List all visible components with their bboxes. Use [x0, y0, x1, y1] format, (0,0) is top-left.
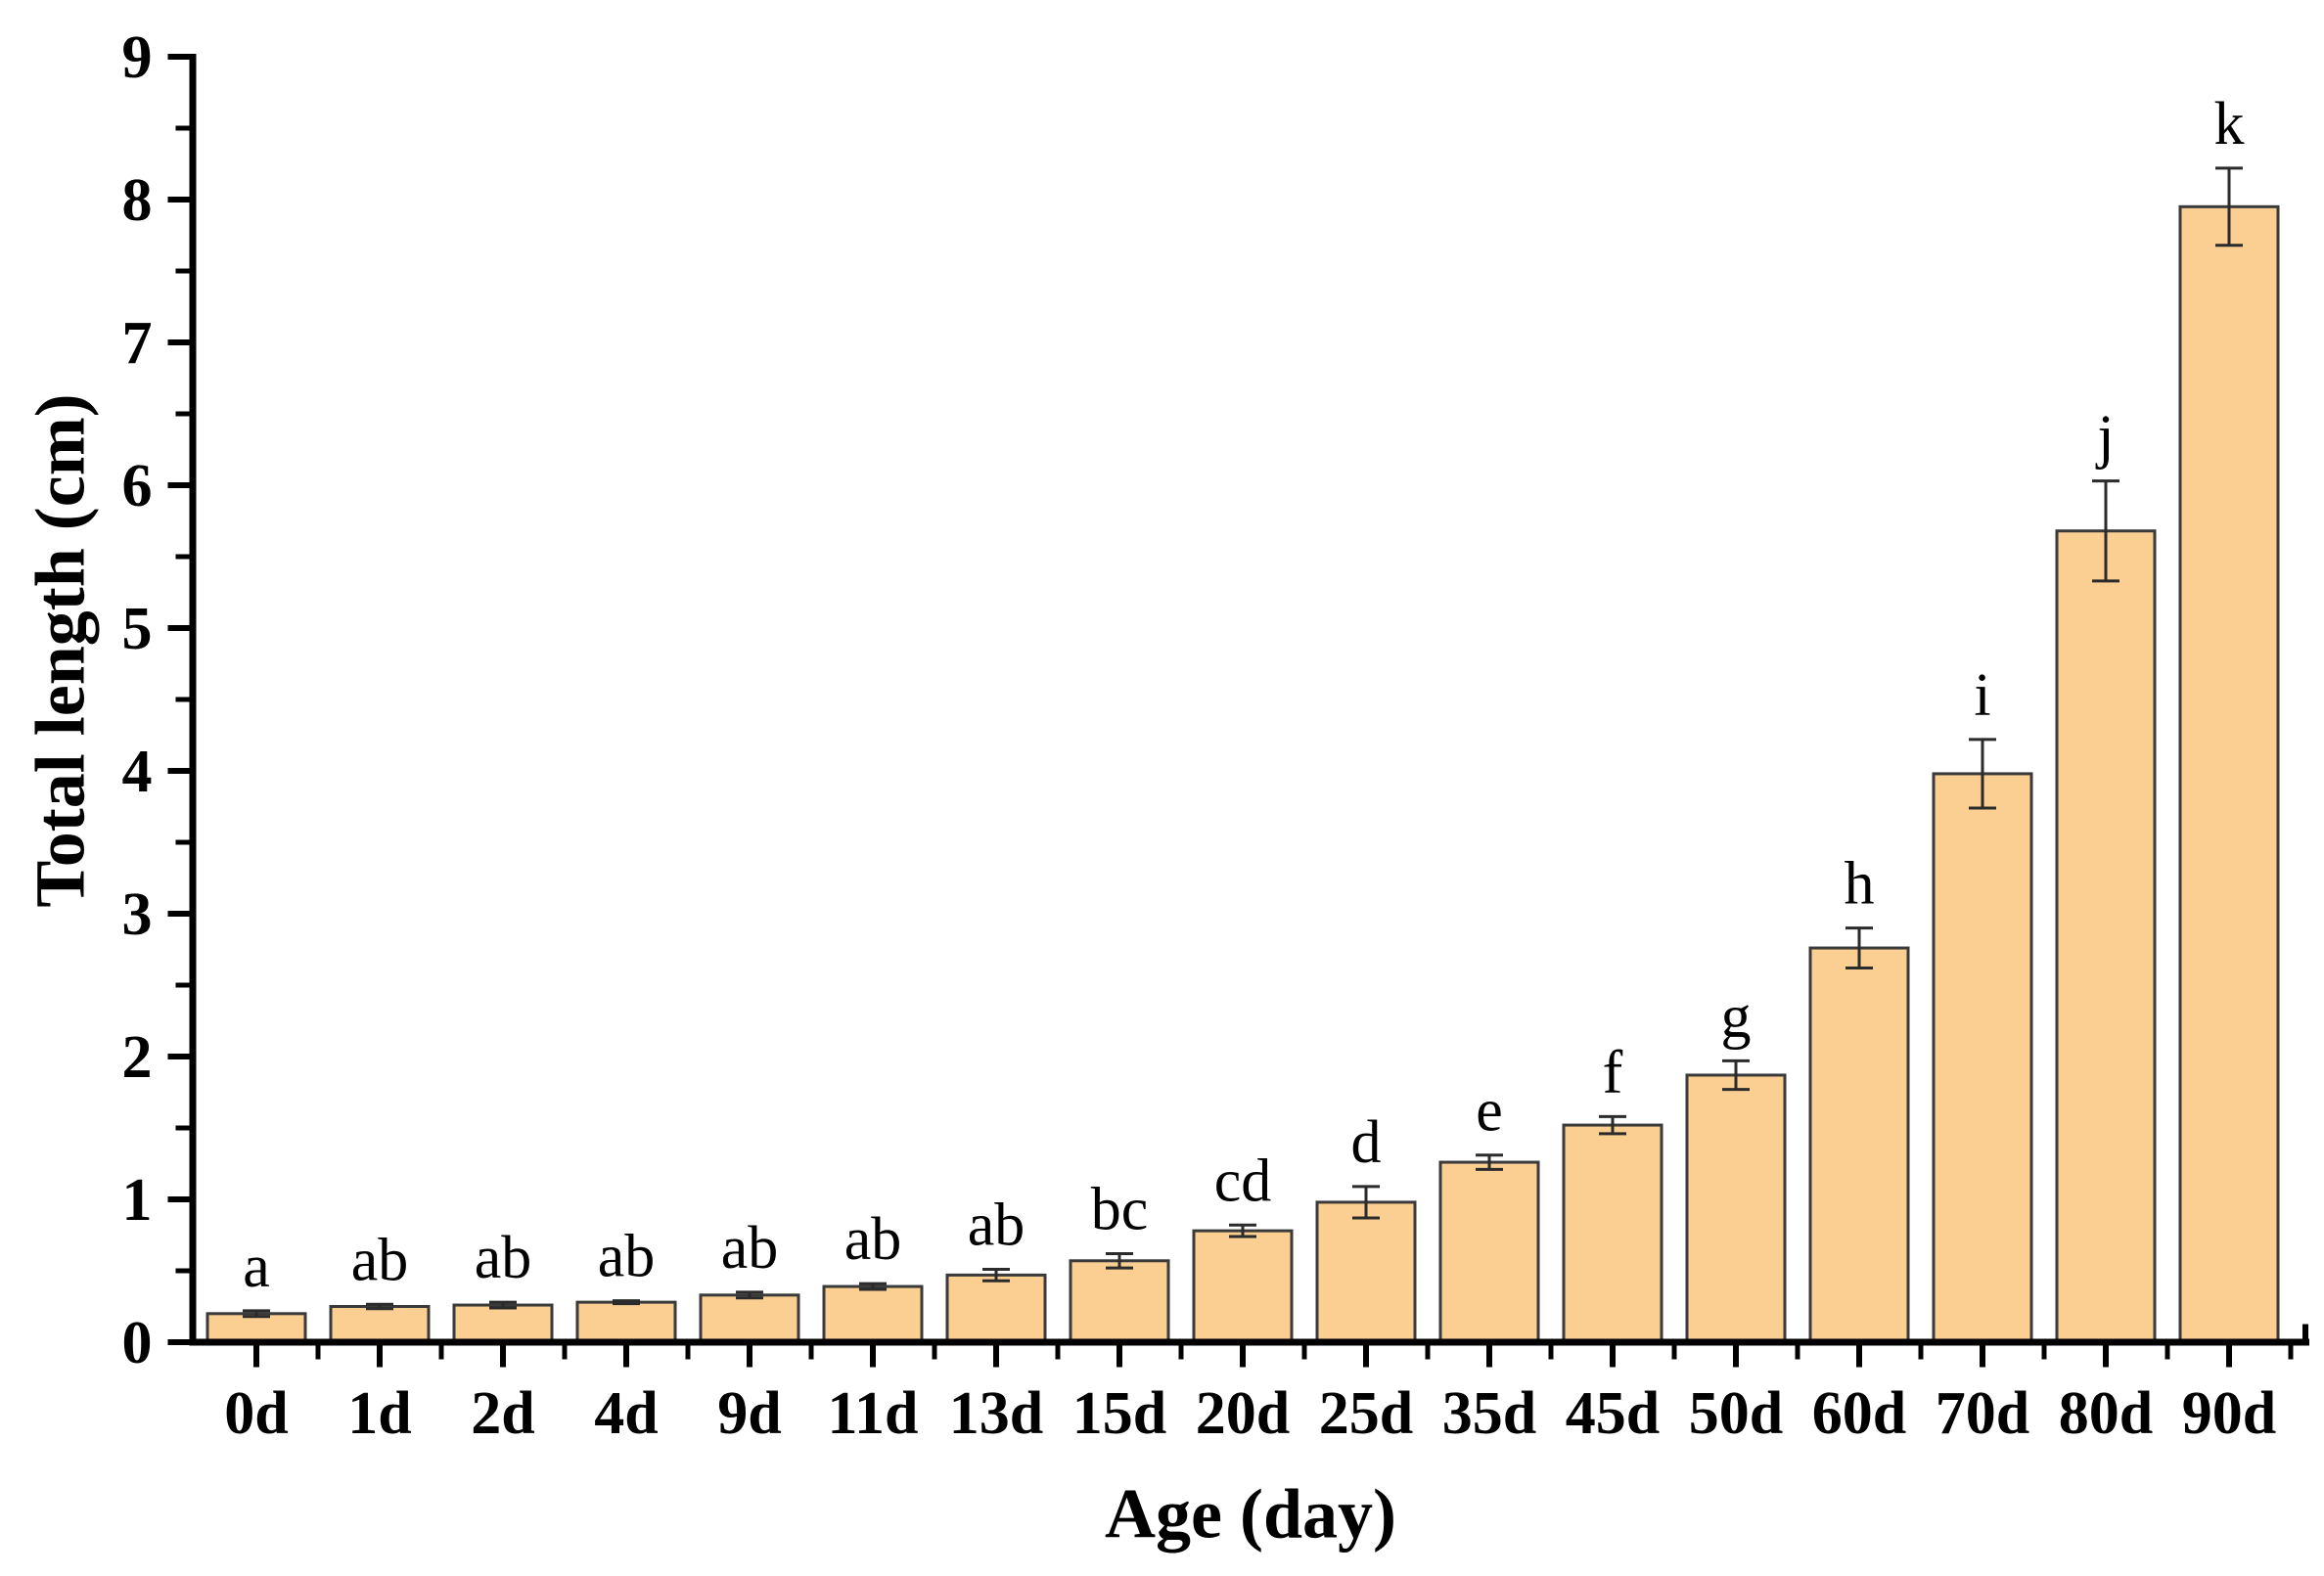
y-tick-label: 7 — [122, 310, 153, 377]
plot-bar — [1808, 946, 1910, 1344]
plot-bar — [699, 1293, 800, 1344]
plot-bar — [1932, 772, 2033, 1344]
sig-letter: g — [1721, 983, 1752, 1050]
x-tick-label: 80d — [2059, 1380, 2153, 1447]
plot-bar — [945, 1273, 1047, 1344]
x-tick-label: 70d — [1936, 1380, 2029, 1447]
y-tick-label: 9 — [122, 24, 153, 91]
plot-bar — [2055, 529, 2157, 1344]
plot-bar — [329, 1305, 431, 1344]
plot-bar — [1438, 1160, 1540, 1344]
sig-letter: j — [2095, 404, 2114, 471]
plot-bar — [1315, 1200, 1417, 1344]
plot-bar — [2178, 204, 2280, 1344]
x-tick-label: 50d — [1689, 1380, 1783, 1447]
x-tick-label: 13d — [949, 1380, 1043, 1447]
x-tick-label: 2d — [471, 1380, 534, 1447]
plot-bar — [575, 1300, 677, 1344]
plot-bar — [1685, 1073, 1787, 1344]
x-axis-title: Age (day) — [1105, 1474, 1396, 1553]
plot-bar — [1562, 1123, 1663, 1344]
sig-letter: cd — [1214, 1148, 1272, 1214]
x-tick-label: 25d — [1319, 1380, 1413, 1447]
sig-letter: k — [2214, 91, 2245, 158]
x-tick-label: 35d — [1442, 1380, 1536, 1447]
sig-letter: a — [243, 1234, 270, 1300]
x-tick-label: 90d — [2182, 1380, 2276, 1447]
y-tick-label: 0 — [122, 1310, 153, 1376]
plot-bar — [1069, 1259, 1170, 1344]
x-tick-label: 60d — [1812, 1380, 1906, 1447]
sig-letter: ab — [844, 1206, 902, 1273]
sig-letter: ab — [475, 1225, 532, 1291]
sig-letter: bc — [1091, 1176, 1149, 1242]
x-tick-label: 20d — [1196, 1380, 1290, 1447]
sig-letter: ab — [598, 1224, 656, 1290]
y-tick-label: 8 — [122, 167, 153, 234]
x-tick-label: 45d — [1566, 1380, 1660, 1447]
y-tick-label: 6 — [122, 453, 153, 519]
sig-letter: i — [1974, 662, 1990, 729]
sig-letter: h — [1845, 851, 1875, 918]
x-tick-label: 4d — [594, 1380, 658, 1447]
sig-letter: ab — [968, 1193, 1025, 1259]
x-tick-label: 9d — [717, 1380, 781, 1447]
sig-letter: d — [1351, 1109, 1382, 1176]
y-tick-label: 1 — [122, 1167, 153, 1234]
sig-letter: f — [1603, 1039, 1623, 1105]
x-tick-label: 0d — [224, 1380, 288, 1447]
y-tick-label: 5 — [122, 596, 153, 662]
y-tick-label: 2 — [122, 1024, 153, 1091]
sig-letter: ab — [351, 1227, 409, 1293]
sig-letter: e — [1476, 1078, 1503, 1145]
y-tick-label: 4 — [122, 739, 153, 805]
x-tick-label: 11d — [827, 1380, 918, 1447]
y-tick-label: 3 — [122, 881, 153, 948]
plot-bar — [822, 1284, 924, 1344]
sig-letter: ab — [721, 1215, 779, 1282]
x-tick-label: 1d — [347, 1380, 411, 1447]
plot-bar — [1192, 1229, 1294, 1344]
x-tick-label: 15d — [1072, 1380, 1166, 1447]
y-axis-title: Total length (cm) — [21, 393, 100, 908]
plot-bar — [452, 1303, 554, 1344]
